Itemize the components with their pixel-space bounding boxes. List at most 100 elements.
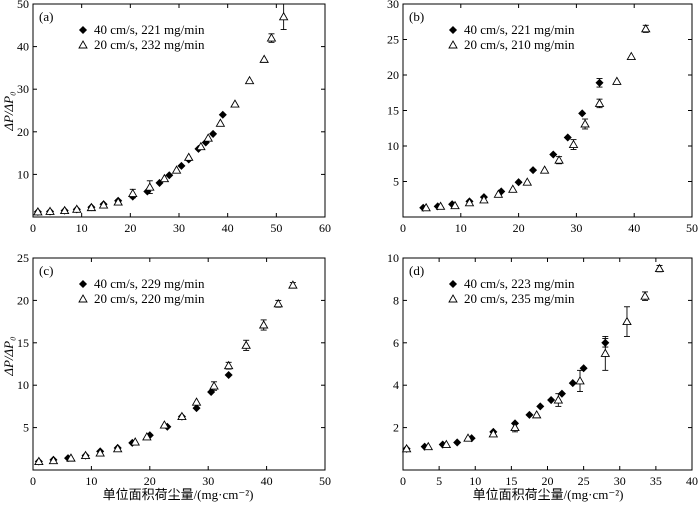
panel-b: 0 10 20 30 40 50 5 10 15 20 25 30 (b) 40 cm/s, 221 mg… — [387, 0, 698, 235]
panel-c-data-point — [80, 450, 91, 460]
y-axis-label-top: ΔP/ΔP₀ — [1, 91, 16, 131]
panel-a-legend-label: 40 cm/s, 221 mg/min — [94, 22, 205, 37]
panel-a-legend-marker — [78, 25, 88, 35]
panel-a-data-point — [59, 205, 70, 215]
panel-b-x-tick-label: 20 — [513, 221, 525, 235]
panel-b-x-tick-label: 50 — [686, 221, 698, 235]
panel-d-series-1 — [402, 338, 610, 453]
panel-c-data-point — [159, 420, 170, 429]
panel-c-data-point — [258, 320, 269, 329]
panel-c-legend-label: 20 cm/s, 220 mg/min — [94, 291, 205, 306]
panel-b-data-point — [640, 23, 651, 33]
panel-c-frame — [32, 257, 326, 471]
panel-a-data-point — [266, 33, 277, 42]
panel-d-data-point — [600, 348, 611, 357]
panel-a-data-point — [215, 118, 226, 127]
panel-d-legend-marker — [448, 294, 458, 303]
panel-c-data-point — [66, 453, 76, 462]
panel-d-series-2 — [401, 263, 665, 453]
panel-c-data-point — [48, 455, 59, 465]
panel-d-data-point — [579, 364, 588, 373]
panel-a-data-point — [183, 152, 194, 161]
panel-d-legend-label: 20 cm/s, 235 mg/min — [464, 291, 575, 306]
panel-c-data-point — [95, 448, 105, 457]
panel-a-data-point — [171, 165, 182, 174]
panel-c-legend-marker — [78, 294, 88, 303]
panel-b-legend-label: 40 cm/s, 221 mg/min — [464, 22, 575, 37]
panel-b-data-point — [568, 139, 579, 149]
panel-b-data-point — [563, 133, 572, 142]
panel-c-x-tick-label: 40 — [261, 474, 273, 488]
panel-d-data-point — [547, 396, 556, 405]
panel-a-data-point — [278, 11, 289, 21]
panel-b-data-point — [421, 202, 431, 212]
panel-d-x-tick-label: 20 — [542, 474, 554, 488]
panel-d-x-tick-label: 25 — [578, 474, 590, 488]
panel-c-x-tick-label: 50 — [319, 474, 331, 488]
x-axis-label-right: 单位面积荷尘量/(mg·cm⁻²) — [473, 487, 624, 502]
panel-d-data-point — [575, 376, 585, 385]
panel-a-data-point — [218, 110, 227, 119]
panel-a-label: (a) — [39, 9, 53, 24]
panel-c-data-point — [288, 280, 298, 289]
panel-d-data-point — [488, 429, 499, 438]
panel-d-y-tick-label: 10 — [387, 251, 399, 265]
panel-d-x-tick-label: 35 — [650, 474, 662, 488]
panel-d-x-tick-label: 0 — [400, 474, 406, 488]
x-axis-label-left: 单位面积荷尘量/(mg·cm⁻²) — [103, 487, 254, 502]
panel-a-data-point — [177, 161, 186, 170]
panel-b-series-2 — [421, 23, 651, 212]
panel-b-y-tick-label: 10 — [387, 139, 399, 153]
panel-a-y-tick-label: 10 — [17, 167, 29, 181]
panel-a-x-tick-label: 60 — [319, 221, 331, 235]
panel-c-data-point — [224, 370, 233, 380]
panel-a-data-point — [196, 141, 206, 151]
panel-c: 0 10 20 30 40 50 5 10 15 20 25 (c) 40 cm/s, 229 mg/m… — [17, 251, 331, 488]
panel-c-data-point — [130, 437, 140, 446]
panel-a-data-point — [209, 129, 218, 138]
panel-a-series-2 — [33, 3, 289, 216]
panel-d-data-point — [568, 379, 577, 388]
panel-c-series-2 — [34, 280, 298, 465]
panel-a-x-tick-label: 30 — [173, 221, 185, 235]
panel-a-data-point — [230, 99, 240, 108]
panel-c-data-point — [191, 397, 202, 406]
panel-c-y-tick-label: 10 — [17, 378, 29, 392]
panel-c-data-point — [34, 456, 44, 465]
panel-b-data-point — [508, 184, 518, 193]
panel-b-y-tick-label: 15 — [387, 104, 399, 118]
panel-c-data-point — [241, 340, 251, 349]
panel-b-y-tick-label: 30 — [387, 0, 399, 11]
panel-b-x-tick-label: 40 — [628, 221, 640, 235]
panel-d-legend-entry: 20 cm/s, 235 mg/min — [448, 291, 575, 306]
panel-c-y-tick-label: 20 — [17, 293, 29, 307]
panel-a-y-tick-label: 40 — [17, 40, 29, 54]
panel-c-y-tick-label: 25 — [17, 251, 29, 265]
panel-d-x-tick-label: 5 — [436, 474, 442, 488]
y-axis-label-bottom: ΔP/ΔP₀ — [1, 336, 16, 376]
panel-a-legend-label: 20 cm/s, 232 mg/min — [94, 37, 205, 52]
panel-d-legend-marker — [448, 279, 458, 289]
panel-d-x-tick-label: 10 — [469, 474, 481, 488]
panel-a-data-point — [159, 173, 170, 183]
panel-d-data-point — [640, 291, 650, 300]
panel-c-data-point — [112, 443, 123, 453]
panel-c-data-point — [192, 404, 201, 413]
panel-b-data-point — [554, 155, 564, 164]
panel-d-data-point — [553, 395, 564, 404]
panel-a-data-point — [86, 202, 97, 212]
panel-a-series-1 — [33, 110, 227, 216]
panel-d-y-tick-label: 4 — [393, 378, 399, 392]
panel-b-data-point — [539, 165, 550, 174]
panel-d-data-point — [654, 263, 665, 273]
panel-a-data-point — [203, 133, 213, 142]
panel-b-label: (b) — [409, 9, 424, 24]
panel-c-data-point — [142, 432, 152, 441]
panel-d-data-point — [557, 389, 566, 398]
panel-b-data-point — [626, 51, 637, 60]
panel-d-data-point — [510, 422, 520, 432]
panel-b-data-point — [450, 200, 460, 210]
panel-d-y-tick-label: 6 — [393, 336, 399, 350]
panel-c-label: (c) — [39, 263, 53, 278]
